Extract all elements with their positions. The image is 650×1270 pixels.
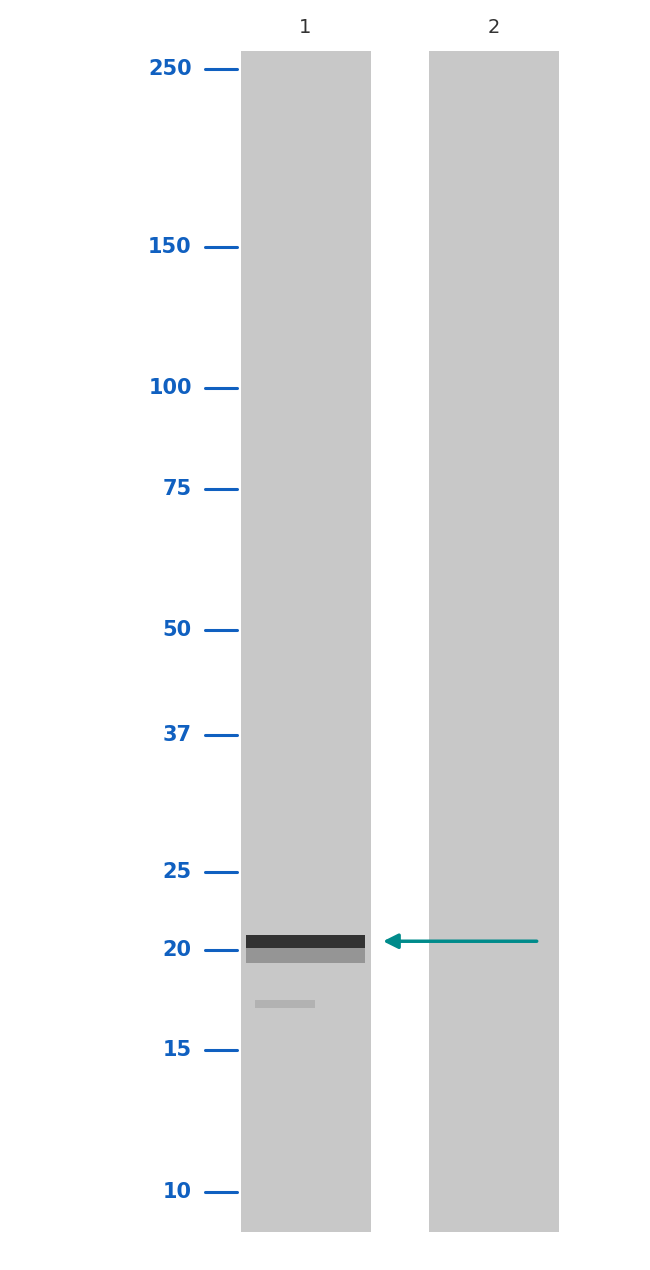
Text: 100: 100 <box>148 378 192 399</box>
Text: 10: 10 <box>162 1181 192 1201</box>
Bar <box>429 51 559 1232</box>
Bar <box>246 947 365 963</box>
Text: 2: 2 <box>488 19 500 37</box>
Text: 37: 37 <box>162 725 192 745</box>
Text: 1: 1 <box>299 19 312 37</box>
Text: 150: 150 <box>148 236 192 257</box>
Text: 15: 15 <box>162 1040 192 1060</box>
Text: 25: 25 <box>162 862 192 881</box>
Text: 250: 250 <box>148 58 192 79</box>
Bar <box>255 999 315 1007</box>
Text: 50: 50 <box>162 620 192 640</box>
Bar <box>240 51 370 1232</box>
Bar <box>246 935 365 947</box>
Text: 20: 20 <box>162 940 192 960</box>
Text: 75: 75 <box>162 479 192 499</box>
